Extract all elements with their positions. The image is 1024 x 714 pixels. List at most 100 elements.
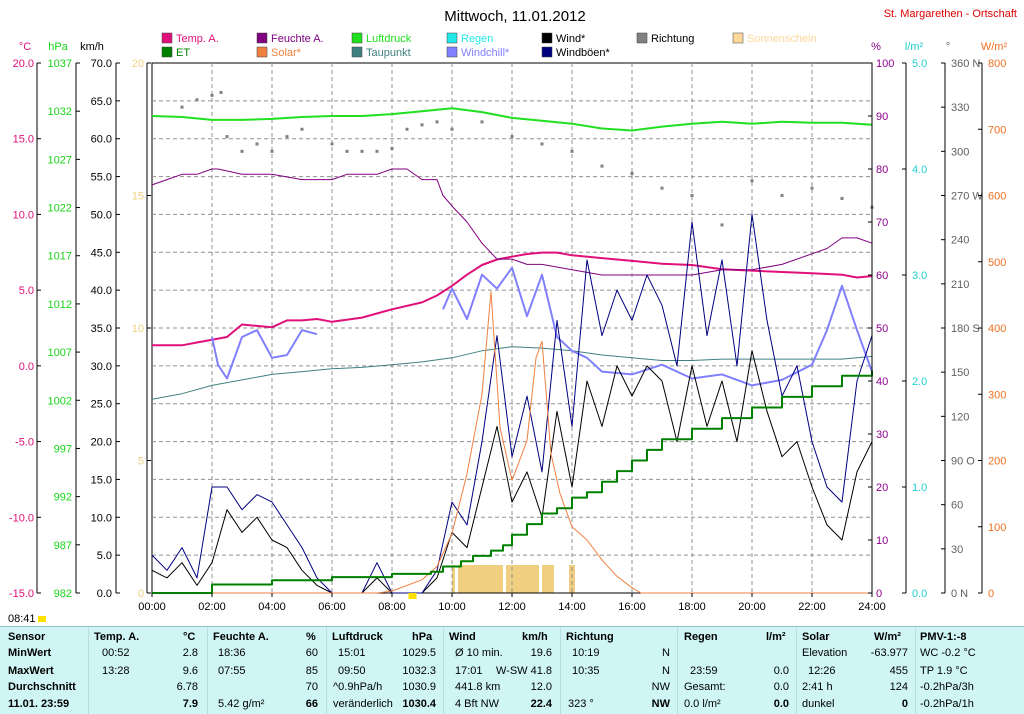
series-point-richtung: [225, 135, 229, 139]
tick-label-solar: 800: [988, 58, 1006, 70]
tick-label-solar: 300: [988, 389, 1006, 401]
sunshine-bar: [458, 565, 503, 593]
tick-label-direction: 120: [951, 411, 969, 423]
legend-swatch: [256, 32, 268, 44]
tick-label-rain: 2.0: [912, 376, 927, 388]
tick-label-solar: 100: [988, 522, 1006, 534]
series-point-richtung: [510, 135, 514, 139]
solar-max-time: 12:26: [808, 665, 836, 677]
pressure-max-time: 09:50: [338, 665, 366, 677]
series-point-richtung: [780, 194, 784, 197]
wind-header: Wind: [449, 631, 476, 643]
row-label-sensor: Sensor: [8, 631, 46, 643]
direction-header: Richtung: [566, 631, 614, 643]
legend-label: Feuchte A.: [271, 33, 324, 45]
temp-max: 9.6: [182, 665, 198, 677]
tick-label-pressure: 982: [54, 588, 72, 600]
tick-label-sunshine: 0: [138, 588, 144, 600]
tick-label-direction: 270 W: [951, 191, 983, 203]
stats-panel: Sensor MinWert MaxWert Durchschnitt 11.0…: [0, 626, 1024, 714]
series-line-luftdruck: [151, 107, 873, 132]
tick-label-rain: 0.0: [912, 588, 927, 600]
solar-header: Solar: [802, 631, 830, 643]
now-marker: [38, 616, 46, 622]
now-time: 08:41: [8, 613, 36, 625]
humidity-max-time: 07:55: [218, 665, 246, 677]
tick-label-humidity: 90: [876, 111, 888, 123]
pressure-min-time: 15:01: [338, 647, 366, 659]
series-point-richtung: [180, 105, 184, 109]
tick-label-wind: 30.0: [91, 361, 112, 373]
x-tick-label: 20:00: [738, 601, 766, 613]
tick-label-humidity: 70: [876, 217, 888, 229]
row-label-now: 11.01. 23:59: [8, 698, 70, 710]
pressure-max: 1032.3: [402, 665, 436, 677]
tick-label-temp: 15.0: [13, 134, 34, 146]
rain-header: Regen: [684, 631, 718, 643]
legend-swatch: [446, 46, 458, 58]
humidity-avg: 70: [305, 681, 318, 693]
series-line-taupunkt: [151, 346, 873, 400]
tick-label-wind: 60.0: [91, 134, 112, 146]
legend-label: Luftdruck: [366, 33, 412, 45]
tick-label-solar: 600: [988, 191, 1006, 203]
pmv-trend1h: -0.2hPa/1h: [920, 698, 974, 710]
series-point-richtung: [195, 98, 199, 102]
tick-label-wind: 0.0: [97, 588, 112, 600]
row-label-max: MaxWert: [8, 665, 54, 677]
rain-unit: l/m²: [766, 631, 786, 643]
tick-label-solar: 700: [988, 124, 1006, 136]
pressure-tendency: veränderlich: [333, 698, 393, 710]
chart-title: Mittwoch, 11.01.2012: [444, 8, 585, 25]
temp-header: Temp. A.: [94, 631, 140, 643]
legend-label: Taupunkt: [366, 47, 411, 59]
wind-max: 41.8: [530, 665, 552, 677]
legend-label: Temp. A.: [176, 33, 219, 45]
row-label-avg: Durchschnitt: [8, 681, 76, 693]
tick-label-sunshine: 15: [132, 191, 144, 203]
series-point-richtung: [270, 149, 274, 153]
temp-avg: 6.78: [176, 681, 198, 693]
legend-label: Windböen*: [556, 47, 611, 59]
series-point-richtung: [600, 164, 604, 168]
x-tick-label: 02:00: [198, 601, 226, 613]
series-point-richtung: [405, 127, 409, 131]
pmv-trend3h: -0.2hPa/3h: [920, 681, 974, 693]
tick-label-direction: 300: [951, 146, 969, 158]
sunshine-bar: [542, 565, 554, 593]
series-point-richtung: [390, 146, 394, 150]
tick-label-direction: 240: [951, 235, 969, 247]
x-tick-label: 12:00: [498, 601, 526, 613]
legend-swatch: [446, 32, 458, 44]
tick-label-rain: 3.0: [912, 270, 927, 282]
humidity-unit: %: [306, 631, 316, 643]
tick-label-wind: 40.0: [91, 285, 112, 297]
legend-swatch: [732, 32, 744, 44]
series-line-et: [152, 370, 873, 594]
series-point-richtung: [300, 127, 304, 131]
tick-label-direction: 210: [951, 279, 969, 291]
wind-distance: 441.8 km: [455, 681, 501, 693]
tick-label-wind: 35.0: [91, 323, 112, 335]
wind-max-dir: W-SW: [496, 665, 528, 677]
tick-label-pressure: 1002: [48, 395, 72, 407]
tick-label-direction: 0 N: [951, 588, 968, 600]
tick-label-wind: 50.0: [91, 209, 112, 221]
temp-min-time: 00:52: [102, 647, 130, 659]
unit-label-pressure: hPa: [48, 41, 68, 53]
x-tick-label: 22:00: [798, 601, 826, 613]
unit-label-rain: l/m²: [905, 41, 924, 53]
series-point-richtung: [690, 194, 694, 197]
tick-label-direction: 180 S: [951, 323, 980, 335]
tick-label-pressure: 1032: [48, 106, 72, 118]
tick-label-direction: 330: [951, 102, 969, 114]
series-point-richtung: [450, 127, 454, 131]
now-axis-marker: [408, 593, 417, 599]
row-label-min: MinWert: [8, 647, 52, 659]
rain-total-label: Gesamt:: [684, 681, 726, 693]
pressure-unit: hPa: [412, 631, 433, 643]
tick-label-temp: 10.0: [13, 209, 34, 221]
tick-label-rain: 5.0: [912, 58, 927, 70]
humidity-min: 60: [305, 647, 318, 659]
legend-label: Windchill*: [461, 47, 510, 59]
